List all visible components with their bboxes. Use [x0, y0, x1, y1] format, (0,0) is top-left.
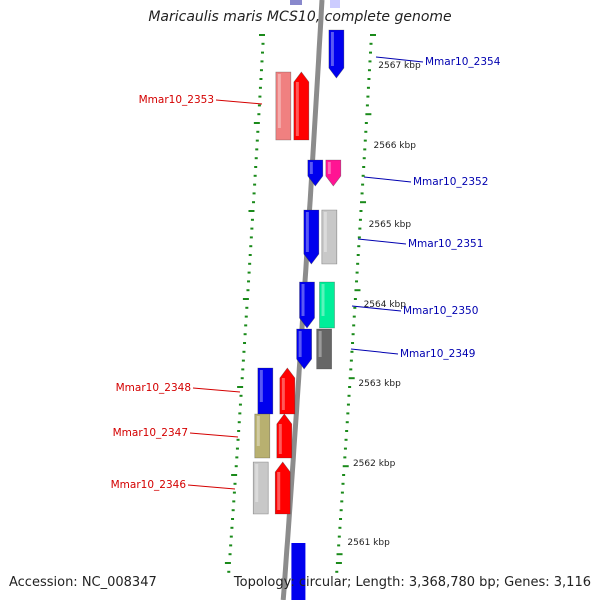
scale-label: 2564 kbp [364, 300, 407, 310]
gene-label-mmar10_2350: Mmar10_2350 [403, 305, 478, 317]
gene-block-mmar10_2347 [276, 413, 293, 459]
gene-block-mmar10_2348-shine [259, 370, 263, 402]
gene-block-mmar10_2351 [321, 209, 338, 265]
diagram-title: Maricaulis maris MCS10, complete genome [148, 9, 452, 25]
genome-summary-text: Topology: circular; Length: 3,368,780 bp… [233, 575, 591, 590]
gene-block-mmar10_2352 [307, 159, 324, 187]
gene-block-mmar10_2350-shine [321, 284, 325, 316]
gene-block-mmar10_2350 [319, 281, 335, 329]
gene-block-mmar10_2346-shine [255, 464, 259, 502]
gene-block-mmar10_2353-shine [277, 74, 281, 128]
gene-block-mmar10_2351-shine [305, 212, 309, 252]
gene-block-mmar10_2348 [279, 367, 296, 415]
gene-leader-line [187, 484, 236, 490]
gene-block-mmar10_2348 [257, 367, 274, 415]
gene-label-mmar10_2352: Mmar10_2352 [413, 176, 488, 188]
gene-block-mmar10_2348-shine [281, 378, 285, 410]
gene-leader-line [357, 238, 407, 245]
gene-block-mmar10_2354-shine [330, 32, 334, 66]
gene-block-mmar10_2349-shine [318, 331, 322, 357]
scale-label: 2563 kbp [358, 379, 401, 389]
gene-block-mmar10_2346 [274, 461, 291, 515]
gene-leader-line [351, 305, 402, 312]
gene-label-mmar10_2348: Mmar10_2348 [116, 382, 191, 394]
gene-block-mmar10_2347 [254, 413, 271, 459]
gene-label-mmar10_2354: Mmar10_2354 [425, 56, 501, 68]
gene-block-mmar10_2352-shine [327, 162, 331, 174]
gene-block-mmar10_2351-shine [323, 212, 327, 252]
gene-leader-line [350, 348, 399, 355]
gene-label-mmar10_2351: Mmar10_2351 [408, 238, 483, 250]
accession-text: Accession: NC_008347 [9, 575, 157, 590]
gene-block-mmar10_2350 [299, 281, 315, 329]
gene-block-mmar10_2350-shine [301, 284, 305, 316]
gene-block-mmar10_2349-shine [298, 331, 302, 357]
gene-leader-line [375, 56, 424, 63]
gene-block-mmar10_2346-shine [277, 472, 281, 510]
scale-label: 2562 kbp [353, 459, 396, 469]
gene-leader-line [192, 387, 241, 393]
scale-label: 2565 kbp [369, 220, 412, 230]
gene-label-mmar10_2347: Mmar10_2347 [113, 427, 188, 439]
gene-block-mmar10_2347-shine [256, 416, 260, 446]
gene-block-mmar10_2353 [275, 71, 292, 141]
gene-leader-line [363, 176, 412, 183]
gene-leader-line [189, 432, 239, 438]
gene-label-mmar10_2353: Mmar10_2353 [139, 94, 214, 106]
gene-block-mmar10_2346 [252, 461, 269, 515]
gene-block-mmar10_2353 [293, 71, 310, 141]
gene-block-mmar10_2352 [325, 159, 342, 187]
gene-block-mmar10_2349 [296, 328, 312, 370]
gene-block-mmar10_2353-shine [295, 82, 299, 136]
partial-gene-fragment [291, 543, 306, 600]
gene-label-mmar10_2349: Mmar10_2349 [400, 348, 475, 360]
scale-label: 2566 kbp [374, 141, 417, 151]
partial-gene-fragment [290, 0, 302, 5]
scale-label: 2567 kbp [378, 61, 421, 71]
partial-gene-fragment [330, 0, 340, 8]
gene-block-mmar10_2354 [328, 29, 345, 79]
gene-label-mmar10_2346: Mmar10_2346 [111, 479, 187, 491]
gene-block-mmar10_2351 [303, 209, 320, 265]
gene-block-mmar10_2352-shine [309, 162, 313, 174]
scale-label: 2561 kbp [347, 538, 390, 548]
gene-block-mmar10_2349 [316, 328, 332, 370]
gene-leader-line [215, 99, 263, 105]
gene-block-mmar10_2347-shine [278, 424, 282, 454]
